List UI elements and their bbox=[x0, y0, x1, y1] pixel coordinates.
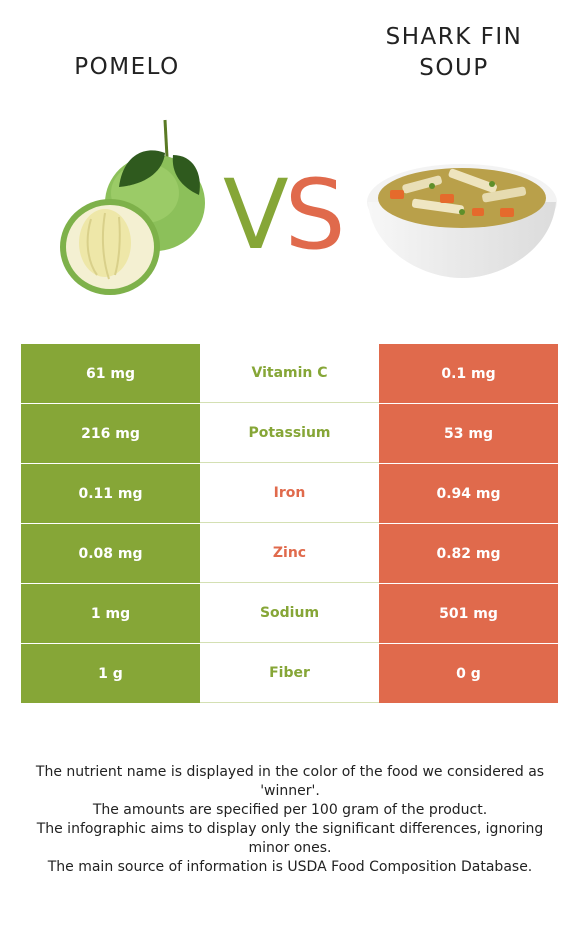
nutrient-name: Sodium bbox=[200, 584, 379, 643]
food-title-right: SHARK FIN SOUP bbox=[343, 22, 565, 84]
left-value: 0.11 mg bbox=[21, 464, 200, 523]
shark-fin-soup-image bbox=[367, 164, 557, 278]
vs-label: VS bbox=[223, 167, 353, 263]
vs-v: V bbox=[223, 159, 289, 271]
left-value: 61 mg bbox=[21, 344, 200, 403]
nutrient-name: Potassium bbox=[200, 404, 379, 463]
footnote: The infographic aims to display only the… bbox=[36, 821, 544, 856]
vs-s: S bbox=[284, 159, 346, 271]
table-row: 0.08 mg Zinc 0.82 mg bbox=[21, 524, 558, 584]
nutrient-name: Iron bbox=[200, 464, 379, 523]
comparison-table: 61 mg Vitamin C 0.1 mg 216 mg Potassium … bbox=[21, 344, 558, 704]
right-value: 0.1 mg bbox=[379, 344, 558, 403]
right-value: 0 g bbox=[379, 644, 558, 703]
footnote: The nutrient name is displayed in the co… bbox=[35, 764, 545, 799]
right-value: 0.94 mg bbox=[379, 464, 558, 523]
table-row: 61 mg Vitamin C 0.1 mg bbox=[21, 344, 558, 404]
nutrient-name: Zinc bbox=[200, 524, 379, 583]
table-row: 1 mg Sodium 501 mg bbox=[21, 584, 558, 644]
table-row: 216 mg Potassium 53 mg bbox=[21, 404, 558, 464]
footnotes: The nutrient name is displayed in the co… bbox=[20, 763, 560, 877]
pomelo-image bbox=[60, 119, 205, 295]
food-title-left: POMELO bbox=[74, 54, 180, 80]
nutrient-name: Vitamin C bbox=[200, 344, 379, 403]
left-value: 1 g bbox=[21, 644, 200, 703]
footnote: The amounts are specified per 100 gram o… bbox=[92, 802, 488, 818]
food-title-right-line1: SHARK FIN bbox=[385, 24, 523, 50]
right-value: 53 mg bbox=[379, 404, 558, 463]
food-title-right-line2: SOUP bbox=[419, 55, 489, 81]
footnote: The main source of information is USDA F… bbox=[47, 859, 533, 875]
left-value: 216 mg bbox=[21, 404, 200, 463]
nutrient-name: Fiber bbox=[200, 644, 379, 703]
left-value: 0.08 mg bbox=[21, 524, 200, 583]
table-row: 1 g Fiber 0 g bbox=[21, 644, 558, 704]
left-value: 1 mg bbox=[21, 584, 200, 643]
right-value: 501 mg bbox=[379, 584, 558, 643]
right-value: 0.82 mg bbox=[379, 524, 558, 583]
table-row: 0.11 mg Iron 0.94 mg bbox=[21, 464, 558, 524]
